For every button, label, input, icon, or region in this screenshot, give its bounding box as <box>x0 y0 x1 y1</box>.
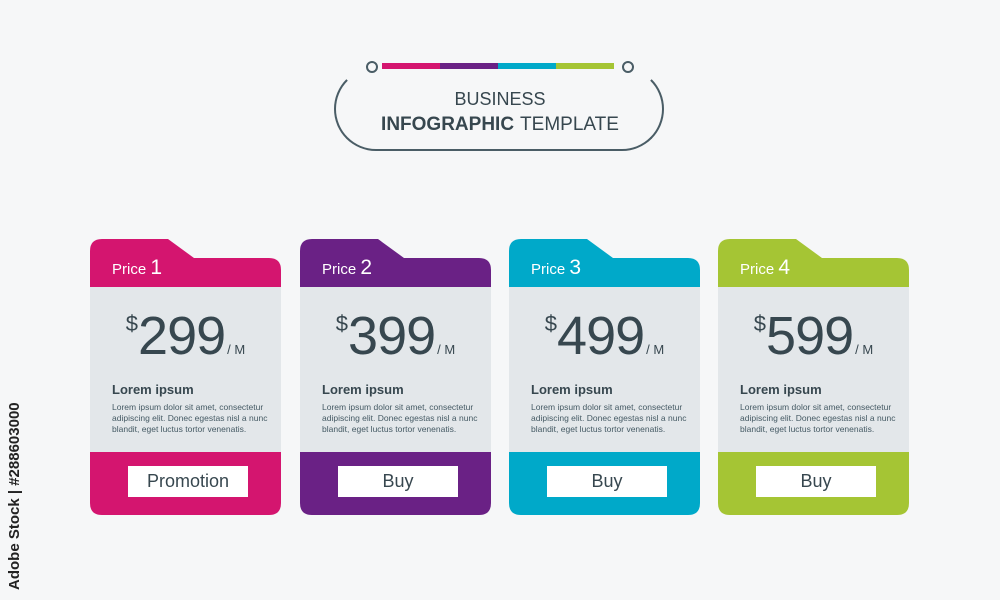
currency: $ <box>544 311 558 336</box>
price-label-text: Price <box>740 261 775 278</box>
color-bar <box>440 63 498 69</box>
price-period: / M <box>437 342 456 357</box>
color-bar <box>382 63 440 69</box>
card-description: Lorem ipsum dolor sit amet, consectetur … <box>740 402 896 434</box>
price-number: 4 <box>778 256 791 279</box>
price-number: 1 <box>150 256 163 279</box>
title-line-1: BUSINESS <box>454 89 546 109</box>
price-label: Price 3 <box>531 256 581 280</box>
buy-button[interactable]: Buy <box>547 466 667 497</box>
watermark: Adobe Stock | #288603000 <box>6 402 23 590</box>
color-bars <box>382 63 614 69</box>
price-period: / M <box>646 342 665 357</box>
price-label-text: Price <box>531 261 566 278</box>
card-heading: Lorem ipsum <box>112 382 194 397</box>
card-body: $399/ M Lorem ipsum Lorem ipsum dolor si… <box>300 287 491 452</box>
price: $499/ M <box>509 305 700 367</box>
price-number: 3 <box>569 256 582 279</box>
pricing-card: Price 4 $599/ M Lorem ipsum Lorem ipsum … <box>718 239 909 515</box>
pricing-card: Price 3 $499/ M Lorem ipsum Lorem ipsum … <box>509 239 700 515</box>
card-heading: Lorem ipsum <box>322 382 404 397</box>
pricing-card: Price 2 $399/ M Lorem ipsum Lorem ipsum … <box>300 239 491 515</box>
currency: $ <box>125 311 139 336</box>
card-description: Lorem ipsum dolor sit amet, consectetur … <box>322 402 478 434</box>
color-bar <box>498 63 556 69</box>
buy-button[interactable]: Buy <box>756 466 876 497</box>
price-amount: 399 <box>348 306 436 366</box>
title-regular: TEMPLATE <box>520 114 619 135</box>
price-label-text: Price <box>112 261 147 278</box>
price-period: / M <box>227 342 246 357</box>
card-body: $299/ M Lorem ipsum Lorem ipsum dolor si… <box>90 287 281 452</box>
card-body: $599/ M Lorem ipsum Lorem ipsum dolor si… <box>718 287 909 452</box>
price-label: Price 4 <box>740 256 790 280</box>
price-label: Price 1 <box>112 256 162 280</box>
price: $599/ M <box>718 305 909 367</box>
price-number: 2 <box>360 256 373 279</box>
card-heading: Lorem ipsum <box>740 382 822 397</box>
frame-dot-left <box>366 61 378 73</box>
currency: $ <box>753 311 767 336</box>
price-amount: 299 <box>138 306 226 366</box>
price-period: / M <box>855 342 874 357</box>
price-label-text: Price <box>322 261 357 278</box>
currency: $ <box>335 311 349 336</box>
price-amount: 499 <box>557 306 645 366</box>
card-body: $499/ M Lorem ipsum Lorem ipsum dolor si… <box>509 287 700 452</box>
buy-button[interactable]: Buy <box>338 466 458 497</box>
color-bar <box>556 63 614 69</box>
card-description: Lorem ipsum dolor sit amet, consectetur … <box>531 402 687 434</box>
title-bold: INFOGRAPHIC <box>381 114 515 135</box>
price-amount: 599 <box>766 306 854 366</box>
title-line-2: INFOGRAPHIC TEMPLATE <box>0 114 1000 136</box>
pricing-card: Price 1 $299/ M Lorem ipsum Lorem ipsum … <box>90 239 281 515</box>
price: $299/ M <box>90 305 281 367</box>
promotion-button[interactable]: Promotion <box>128 466 248 497</box>
card-heading: Lorem ipsum <box>531 382 613 397</box>
frame-dot-right <box>622 61 634 73</box>
price-label: Price 2 <box>322 256 372 280</box>
card-description: Lorem ipsum dolor sit amet, consectetur … <box>112 402 268 434</box>
price: $399/ M <box>300 305 491 367</box>
title-frame <box>334 67 664 151</box>
